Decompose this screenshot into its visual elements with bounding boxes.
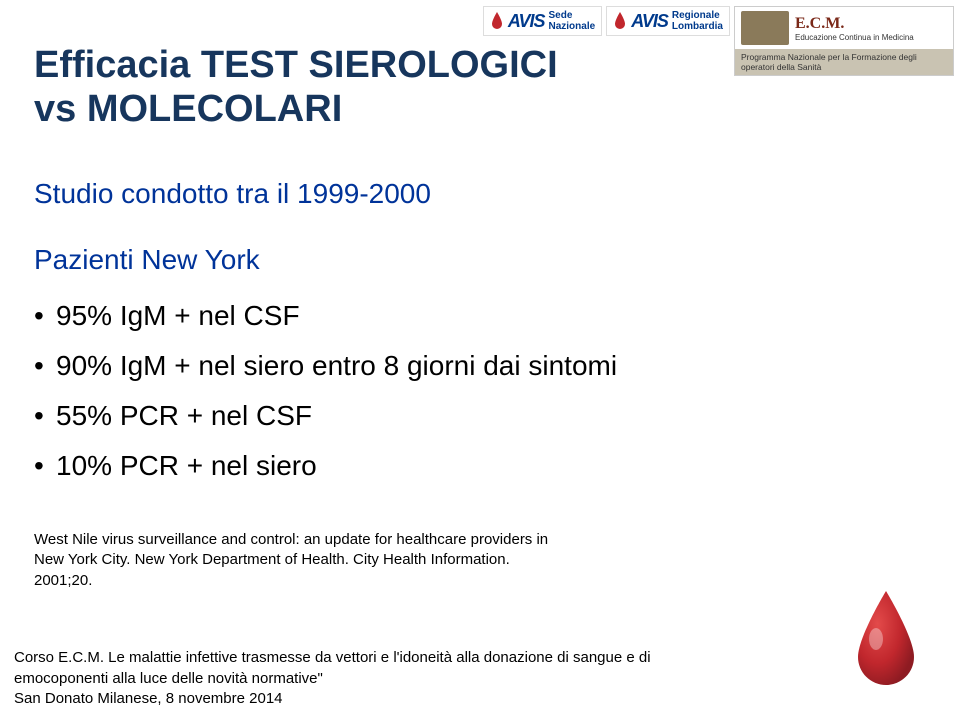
- ecm-painting-icon: [741, 11, 789, 45]
- blood-drop-icon: [850, 589, 922, 689]
- title-line-2: vs MOLECOLARI: [34, 88, 558, 132]
- avis-sub1: Sede: [549, 10, 596, 21]
- citation-block: West Nile virus surveillance and control…: [34, 530, 548, 591]
- title-line-1: Efficacia TEST SIEROLOGICI: [34, 44, 558, 88]
- avis-sub2: Lombardia: [672, 21, 723, 32]
- ecm-title-block: E.C.M. Educazione Continua in Medicina: [795, 15, 914, 42]
- ecm-bar: Programma Nazionale per la Formazione de…: [735, 49, 953, 75]
- ecm-top: E.C.M. Educazione Continua in Medicina: [735, 7, 953, 49]
- drop-icon: [490, 12, 504, 30]
- footer-line: emocoponenti alla luce delle novità norm…: [14, 669, 651, 689]
- bullet-item: 10% PCR + nel siero: [34, 450, 617, 482]
- ecm-sub: Educazione Continua in Medicina: [795, 33, 914, 42]
- citation-line: West Nile virus surveillance and control…: [34, 530, 548, 550]
- ecm-block: E.C.M. Educazione Continua in Medicina P…: [734, 6, 954, 76]
- drop-icon: [613, 12, 627, 30]
- avis-text: AVIS: [508, 11, 545, 32]
- bullet-item: 90% IgM + nel siero entro 8 giorni dai s…: [34, 350, 617, 382]
- study-line: Studio condotto tra il 1999-2000: [34, 178, 431, 210]
- citation-line: New York City. New York Department of He…: [34, 550, 548, 570]
- citation-line: 2001;20.: [34, 571, 548, 591]
- avis-text: AVIS: [631, 11, 668, 32]
- bullet-list: 95% IgM + nel CSF 90% IgM + nel siero en…: [34, 300, 617, 500]
- patients-line: Pazienti New York: [34, 244, 260, 276]
- slide-title: Efficacia TEST SIEROLOGICI vs MOLECOLARI: [34, 44, 558, 131]
- ecm-title: E.C.M.: [795, 15, 914, 33]
- avis-sub2: Nazionale: [549, 21, 596, 32]
- avis-logo-nazionale: AVIS Sede Nazionale: [483, 6, 602, 36]
- footer-block: Corso E.C.M. Le malattie infettive trasm…: [14, 648, 651, 709]
- bullet-item: 55% PCR + nel CSF: [34, 400, 617, 432]
- avis-sub1: Regionale: [672, 10, 723, 21]
- footer-line: Corso E.C.M. Le malattie infettive trasm…: [14, 648, 651, 668]
- avis-sub-block: Sede Nazionale: [549, 10, 596, 32]
- avis-logo-lombardia: AVIS Regionale Lombardia: [606, 6, 730, 36]
- footer-line: San Donato Milanese, 8 novembre 2014: [14, 689, 651, 709]
- bullet-item: 95% IgM + nel CSF: [34, 300, 617, 332]
- avis-sub-block: Regionale Lombardia: [672, 10, 723, 32]
